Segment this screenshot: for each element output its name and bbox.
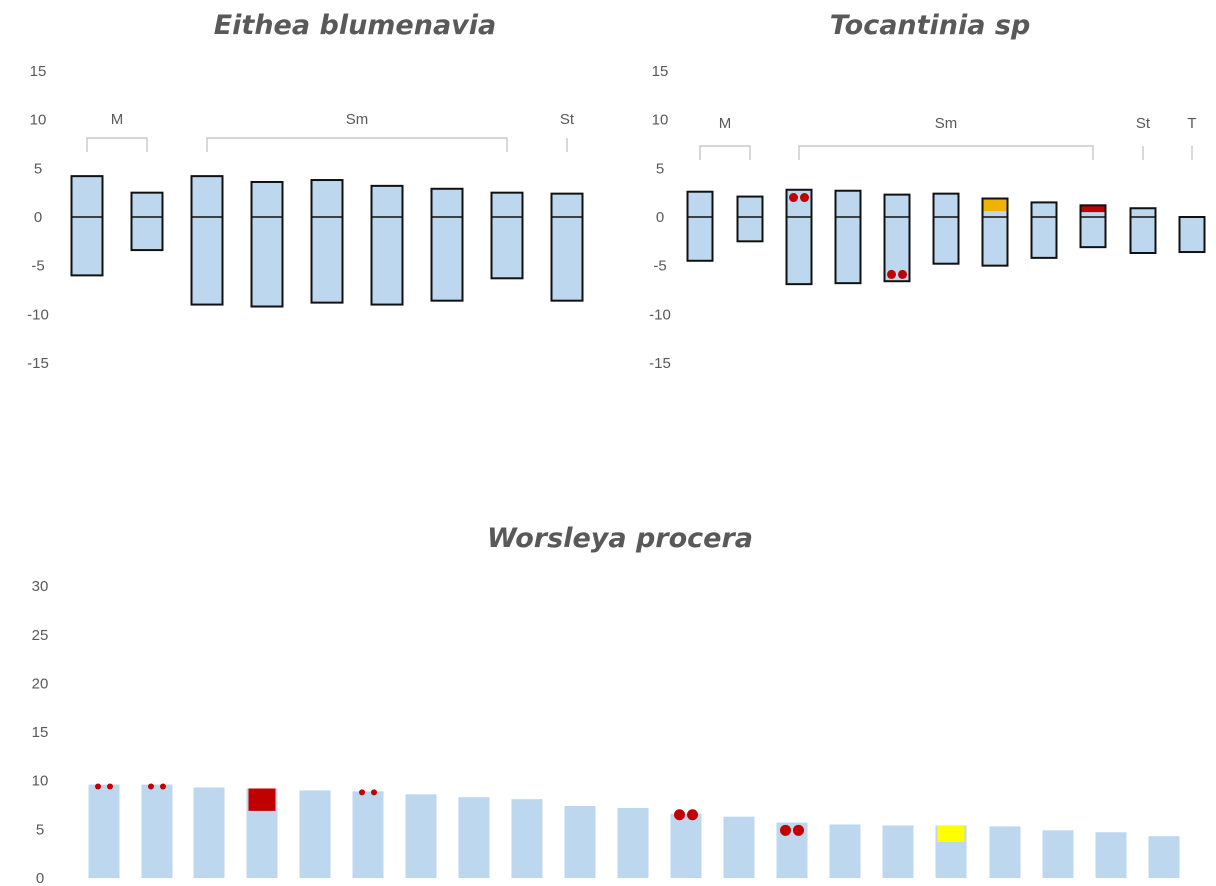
marker-dot bbox=[95, 784, 101, 790]
marker-dot bbox=[371, 789, 377, 795]
chromosome-bar bbox=[300, 790, 331, 878]
y-tick-label: 25 bbox=[32, 627, 49, 644]
chromosome-bar bbox=[1180, 217, 1205, 252]
marker-dot bbox=[148, 784, 154, 790]
chromosome-bar bbox=[252, 182, 283, 307]
chromosome-bar bbox=[934, 194, 959, 264]
marker-band bbox=[249, 788, 276, 810]
y-tick-label: 15 bbox=[32, 724, 49, 741]
group-label: Sm bbox=[935, 115, 958, 132]
chromosome-bar bbox=[1096, 832, 1127, 878]
chromosome-bar bbox=[194, 788, 225, 878]
chromosome-bar bbox=[132, 193, 163, 250]
chromosome-bar bbox=[671, 814, 702, 878]
y-tick-label: 5 bbox=[36, 821, 44, 838]
chromosome-bar bbox=[192, 176, 223, 304]
y-tick-label: -10 bbox=[649, 306, 671, 323]
marker-band bbox=[1081, 205, 1106, 212]
marker-dot bbox=[107, 784, 113, 790]
group-label: M bbox=[719, 115, 732, 132]
group-bracket bbox=[799, 146, 1093, 160]
marker-dot bbox=[887, 270, 896, 279]
y-tick-label: 5 bbox=[656, 160, 664, 177]
group-label: M bbox=[111, 111, 124, 128]
marker-band bbox=[938, 825, 965, 842]
group-label: St bbox=[1136, 115, 1151, 132]
chromosome-bar bbox=[89, 785, 120, 878]
y-tick-label: 0 bbox=[656, 209, 664, 226]
chromosome-bar bbox=[738, 197, 763, 242]
y-tick-label: 10 bbox=[30, 112, 47, 129]
y-tick-label: 15 bbox=[652, 63, 669, 80]
chromosome-bar bbox=[830, 824, 861, 878]
chromosome-bar bbox=[787, 190, 812, 284]
marker-dot bbox=[674, 809, 685, 820]
chromosome-bar bbox=[883, 825, 914, 878]
marker-band bbox=[983, 199, 1008, 212]
y-tick-label: 10 bbox=[652, 112, 669, 129]
group-bracket bbox=[700, 146, 750, 160]
marker-dot bbox=[793, 825, 804, 836]
y-tick-label: 15 bbox=[30, 63, 47, 80]
y-tick-label: -15 bbox=[27, 355, 49, 372]
chromosome-bar bbox=[372, 186, 403, 305]
y-tick-label: -15 bbox=[649, 355, 671, 372]
chromosome-bar bbox=[512, 799, 543, 878]
marker-dot bbox=[800, 193, 809, 202]
chromosome-bar bbox=[1131, 208, 1156, 253]
chromosome-bar bbox=[836, 191, 861, 283]
chromosome-bar bbox=[552, 194, 583, 301]
y-tick-label: -10 bbox=[27, 306, 49, 323]
y-tick-label: 5 bbox=[34, 160, 42, 177]
chromosome-bar bbox=[618, 808, 649, 878]
marker-dot bbox=[789, 193, 798, 202]
y-tick-label: 20 bbox=[32, 675, 49, 692]
chromosome-bar bbox=[885, 195, 910, 282]
marker-dot bbox=[687, 809, 698, 820]
group-label: T bbox=[1187, 115, 1196, 132]
chromosome-bar bbox=[688, 192, 713, 261]
chromosome-bar bbox=[565, 806, 596, 878]
chromosome-bar bbox=[406, 794, 437, 878]
y-tick-label: 0 bbox=[34, 209, 42, 226]
y-tick-label: -5 bbox=[31, 258, 44, 275]
chromosome-bar bbox=[142, 785, 173, 878]
chromosome-bar bbox=[312, 180, 343, 303]
marker-dot bbox=[359, 789, 365, 795]
marker-dot bbox=[780, 825, 791, 836]
y-tick-label: 30 bbox=[32, 578, 49, 595]
group-bracket bbox=[207, 138, 507, 152]
chromosome-bar bbox=[1032, 202, 1057, 257]
chromosome-bar bbox=[492, 193, 523, 279]
chromosome-bar bbox=[724, 817, 755, 878]
group-label: Sm bbox=[346, 111, 369, 128]
y-tick-label: 10 bbox=[32, 773, 49, 790]
group-label: St bbox=[560, 111, 575, 128]
group-bracket bbox=[87, 138, 147, 152]
chromosome-bar bbox=[1043, 830, 1074, 878]
y-tick-label: 0 bbox=[36, 870, 44, 886]
marker-dot bbox=[898, 270, 907, 279]
marker-dot bbox=[160, 784, 166, 790]
y-tick-label: -5 bbox=[653, 258, 666, 275]
chromosome-bar bbox=[353, 791, 384, 878]
chromosome-bar bbox=[1149, 836, 1180, 878]
chromosome-bar bbox=[72, 176, 103, 275]
chromosome-bar bbox=[990, 826, 1021, 878]
chromosome-bar bbox=[432, 189, 463, 301]
chromosome-bar bbox=[459, 797, 490, 878]
